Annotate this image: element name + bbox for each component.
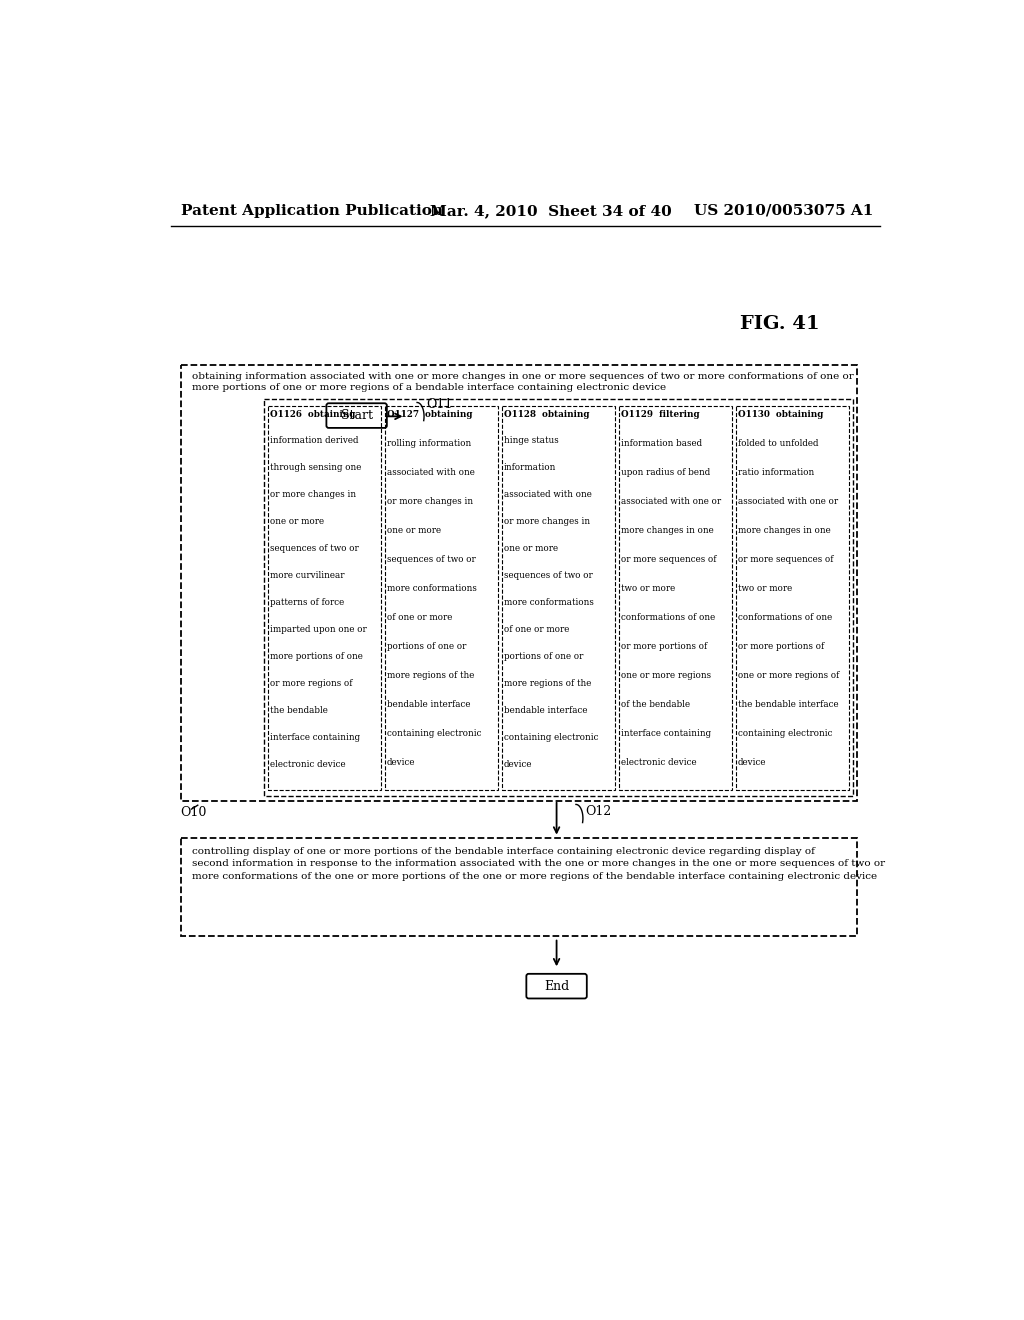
Text: more changes in one: more changes in one xyxy=(738,525,830,535)
Text: O1129  filtering: O1129 filtering xyxy=(621,409,699,418)
Text: of one or more: of one or more xyxy=(387,612,453,622)
Text: more curvilinear: more curvilinear xyxy=(270,572,344,581)
Text: associated with one or: associated with one or xyxy=(738,496,838,506)
Text: rolling information: rolling information xyxy=(387,438,471,447)
Text: more changes in one: more changes in one xyxy=(621,525,714,535)
Text: one or more regions: one or more regions xyxy=(621,671,711,680)
Text: sequences of two or: sequences of two or xyxy=(504,572,593,581)
FancyBboxPatch shape xyxy=(327,404,387,428)
Text: O1128  obtaining: O1128 obtaining xyxy=(504,409,590,418)
Text: containing electronic: containing electronic xyxy=(738,729,833,738)
Text: sequences of two or: sequences of two or xyxy=(270,544,358,553)
Text: the bendable: the bendable xyxy=(270,706,328,715)
Text: O11: O11 xyxy=(426,399,453,412)
Text: through sensing one: through sensing one xyxy=(270,463,361,473)
Text: device: device xyxy=(738,758,766,767)
Text: obtaining information associated with one or more changes in one or more sequenc: obtaining information associated with on… xyxy=(191,372,853,380)
Text: one or more: one or more xyxy=(387,525,441,535)
Text: O1126  obtaining: O1126 obtaining xyxy=(270,409,355,418)
Text: two or more: two or more xyxy=(738,583,793,593)
Text: associated with one: associated with one xyxy=(387,467,475,477)
Text: associated with one: associated with one xyxy=(504,491,592,499)
Text: or more changes in: or more changes in xyxy=(504,517,590,527)
Text: second information in response to the information associated with the one or mor: second information in response to the in… xyxy=(191,859,885,869)
Text: bendable interface: bendable interface xyxy=(504,706,588,715)
Text: of one or more: of one or more xyxy=(504,626,569,634)
Text: upon radius of bend: upon radius of bend xyxy=(621,467,711,477)
Text: US 2010/0053075 A1: US 2010/0053075 A1 xyxy=(693,203,873,218)
Text: or more portions of: or more portions of xyxy=(738,642,824,651)
Text: one or more: one or more xyxy=(270,517,324,527)
Text: more regions of the: more regions of the xyxy=(387,671,474,680)
Text: hinge status: hinge status xyxy=(504,437,559,445)
Text: electronic device: electronic device xyxy=(621,758,696,767)
Text: End: End xyxy=(544,979,569,993)
Text: imparted upon one or: imparted upon one or xyxy=(270,626,367,634)
Text: folded to unfolded: folded to unfolded xyxy=(738,438,818,447)
Text: more regions of the: more regions of the xyxy=(504,678,591,688)
Text: FIG. 41: FIG. 41 xyxy=(740,315,820,333)
Text: more portions of one: more portions of one xyxy=(270,652,362,661)
Text: electronic device: electronic device xyxy=(270,760,345,768)
Text: interface containing: interface containing xyxy=(621,729,711,738)
Text: or more changes in: or more changes in xyxy=(270,491,356,499)
Text: information based: information based xyxy=(621,438,702,447)
Text: information: information xyxy=(504,463,556,473)
Text: device: device xyxy=(504,760,532,768)
Text: one or more: one or more xyxy=(504,544,558,553)
Text: controlling display of one or more portions of the bendable interface containing: controlling display of one or more porti… xyxy=(191,847,814,855)
Text: or more portions of: or more portions of xyxy=(621,642,708,651)
Text: Patent Application Publication: Patent Application Publication xyxy=(180,203,442,218)
Text: of the bendable: of the bendable xyxy=(621,700,690,709)
Text: more portions of one or more regions of a bendable interface containing electron: more portions of one or more regions of … xyxy=(191,383,666,392)
Text: patterns of force: patterns of force xyxy=(270,598,344,607)
Text: ratio information: ratio information xyxy=(738,467,814,477)
Text: more conformations: more conformations xyxy=(387,583,477,593)
Text: more conformations of the one or more portions of the one or more regions of the: more conformations of the one or more po… xyxy=(191,871,877,880)
Text: or more regions of: or more regions of xyxy=(270,678,352,688)
Text: portions of one or: portions of one or xyxy=(387,642,466,651)
Text: containing electronic: containing electronic xyxy=(387,729,481,738)
Text: device: device xyxy=(387,758,416,767)
Text: two or more: two or more xyxy=(621,583,675,593)
FancyBboxPatch shape xyxy=(526,974,587,998)
Text: conformations of one: conformations of one xyxy=(738,612,833,622)
Text: or more sequences of: or more sequences of xyxy=(738,554,834,564)
Text: interface containing: interface containing xyxy=(270,733,360,742)
Text: information derived: information derived xyxy=(270,437,358,445)
Text: portions of one or: portions of one or xyxy=(504,652,584,661)
Text: or more sequences of: or more sequences of xyxy=(621,554,717,564)
Text: the bendable interface: the bendable interface xyxy=(738,700,839,709)
Text: Start: Start xyxy=(341,409,373,422)
Text: O12: O12 xyxy=(586,805,611,818)
Text: sequences of two or: sequences of two or xyxy=(387,554,475,564)
Text: bendable interface: bendable interface xyxy=(387,700,470,709)
Text: one or more regions of: one or more regions of xyxy=(738,671,840,680)
Text: more conformations: more conformations xyxy=(504,598,594,607)
Text: conformations of one: conformations of one xyxy=(621,612,715,622)
Text: or more changes in: or more changes in xyxy=(387,496,473,506)
Text: associated with one or: associated with one or xyxy=(621,496,721,506)
Text: Mar. 4, 2010  Sheet 34 of 40: Mar. 4, 2010 Sheet 34 of 40 xyxy=(430,203,672,218)
Text: O1130  obtaining: O1130 obtaining xyxy=(738,409,823,418)
Text: O1127  obtaining: O1127 obtaining xyxy=(387,409,472,418)
Text: O10: O10 xyxy=(180,807,207,820)
Text: containing electronic: containing electronic xyxy=(504,733,598,742)
